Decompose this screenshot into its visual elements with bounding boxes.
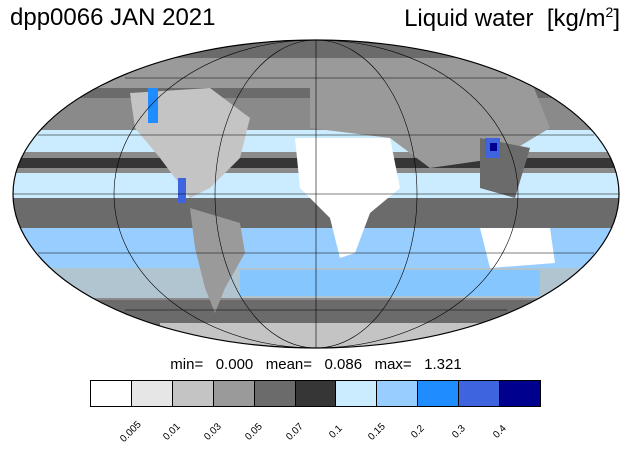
colorbar-box [295, 381, 337, 406]
colorbar-label: 0.4 [491, 423, 509, 441]
colorbar-label: 0.03 [202, 421, 224, 443]
colorbar-box [459, 381, 501, 406]
colorbar-label: 0.05 [243, 421, 265, 443]
colorbar-box [254, 381, 296, 406]
colorbar [90, 380, 541, 407]
colorbar-box [131, 381, 173, 406]
colorbar-box [336, 381, 378, 406]
south-america [190, 208, 245, 313]
unit-superscript: 2 [605, 4, 614, 20]
colorbar-box [418, 381, 460, 406]
north-america [130, 88, 250, 198]
colorbar-label: 0.1 [327, 423, 345, 441]
west-pacific-max [490, 143, 497, 151]
colorbar-box [500, 381, 540, 406]
colorbar-box [213, 381, 255, 406]
unit-main: [kg/m [546, 5, 606, 32]
map-border [12, 39, 620, 349]
colorbar-box [91, 381, 132, 406]
north-pacific-hotspot [148, 88, 158, 123]
colorbar-box [172, 381, 214, 406]
colorbar-label: 0.15 [366, 421, 388, 443]
mollweide-map [12, 39, 620, 349]
variable-title: Liquid water [kg/m2] [404, 4, 620, 33]
plot-title: dpp0066 JAN 2021 [10, 4, 216, 31]
australia [480, 228, 555, 268]
statistics-line: min= 0.000 mean= 0.086 max= 1.321 [170, 356, 462, 373]
colorbar-box [377, 381, 419, 406]
variable-name: Liquid water [404, 5, 534, 32]
colorbar-label: 0.2 [409, 423, 427, 441]
africa [295, 138, 400, 258]
andes-hotspot [178, 178, 186, 203]
unit-close: ] [613, 5, 620, 32]
colorbar-label: 0.01 [161, 421, 183, 443]
colorbar-label: 0.005 [118, 419, 144, 445]
colorbar-label: 0.07 [284, 421, 306, 443]
colorbar-label: 0.3 [450, 423, 468, 441]
